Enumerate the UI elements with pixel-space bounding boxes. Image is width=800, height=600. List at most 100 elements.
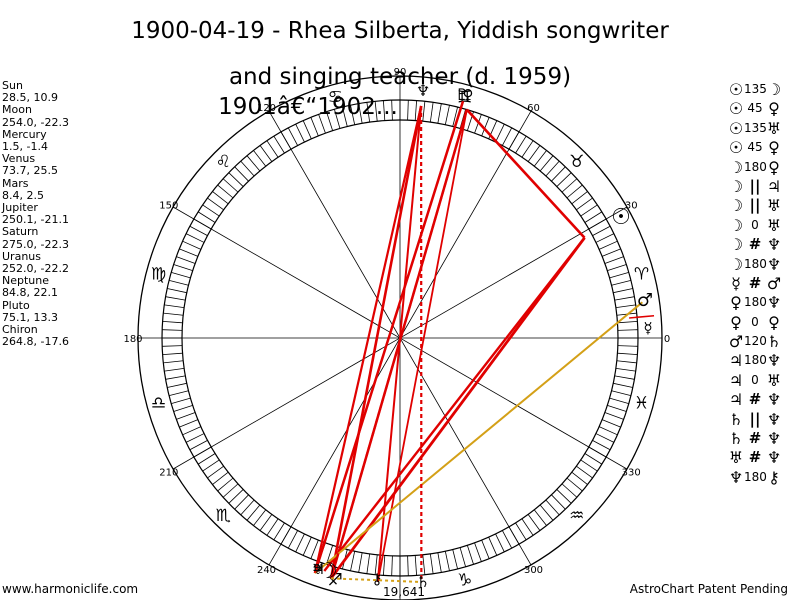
degree-tick [561,483,578,498]
aspect-type: # [748,448,762,467]
degree-tick [407,555,409,576]
planet-name: Chiron [2,323,38,337]
aspect-row: ♀ 180 ♆ [728,293,782,312]
degree-tick [481,539,490,559]
planet-coordinates: 1.5, -1.4 [2,140,48,154]
aspect-line [629,315,655,319]
zodiac-sign-icon: ♋ [328,88,343,108]
aspect-type: 180 [744,469,767,484]
degree-tick [545,499,560,516]
degree-tick [374,554,378,575]
degree-tick [595,233,615,243]
degree-tick [202,204,220,217]
aspect-planet-2-icon: ♆ [766,351,782,371]
degree-tick [515,135,527,154]
degree-tick [414,100,418,121]
degree-tick [163,312,184,316]
degree-tick [182,426,202,436]
footer-patent-note: AstroChart Patent Pending [629,582,788,596]
aspect-line [323,237,586,572]
degree-tick [437,552,442,573]
degree-tick [566,477,583,492]
aspect-planet-1-icon: ☉ [728,118,744,138]
degree-tick [273,135,285,154]
degree-tick [566,184,583,199]
planet-positions-list: Sun 28.5, 10.9 Moon 254.0, -22.3 Mercury 1.5,… [2,79,69,348]
degree-tick [162,345,183,347]
planet-coordinates: 275.0, -22.3 [2,237,69,251]
degree-tick [444,105,450,125]
degree-tick [616,360,637,364]
degree-tick [162,320,183,324]
aspect-row: ☽ 180 ♆ [728,255,782,274]
aspect-row: ☽ 0 ♅ [728,216,782,235]
degree-tick [162,352,183,356]
degree-tick [613,382,633,388]
aspect-row: ☉ 45 ♀ [728,138,782,157]
degree-tick [407,100,409,121]
degree-tick [266,518,279,536]
aspect-row: ☽ # ♆ [728,235,782,254]
zodiac-sign-icon: ♊ [457,88,472,108]
aspect-planet-2-icon: ♆ [766,254,782,274]
aspect-line [330,109,468,579]
zodiac-sign-icon: ♑ [457,570,472,590]
aspect-list: ☉ 135 ☽ ☉ 45 ♀ ☉ 135 ♅ ☉ 45 ♀ ☽ 180 ♀ ☽ || ♃ ☽ || ♅ ☽ 0 ♅ ☽ # ♆ ☽ 18… [728,80,782,487]
degree-tick [584,211,603,223]
degree-tick [382,100,386,121]
degree-tick [598,240,618,250]
degree-tick [611,280,632,286]
degree-tick [173,264,193,272]
degree-tick [615,367,636,372]
planet-coordinates: 84.8, 22.1 [2,286,58,300]
aspect-type: 45 [747,140,763,155]
aspect-row: ♄ || ♆ [728,410,782,429]
degree-tick [515,522,527,541]
pluto-icon: ♇ [455,85,469,104]
planet-coordinates: 8.4, 2.5 [2,188,44,202]
zodiac-sign-icon: ♍ [151,264,166,284]
degree-label: 330 [622,468,641,479]
degree-tick [228,172,244,187]
aspect-planet-2-icon: ♅ [766,118,782,138]
degree-tick [488,536,498,556]
degree-tick [617,320,638,324]
degree-tick [551,494,566,510]
degree-tick [617,345,638,347]
degree-tick [592,225,611,237]
degree-tick [212,471,229,485]
aspect-type: 180 [744,256,767,271]
aspect-type: 180 [744,295,767,310]
degree-tick [228,489,244,504]
uranus-icon: ♅ [312,562,325,578]
degree-tick [452,549,458,570]
degree-tick [182,240,202,250]
degree-tick [604,256,624,264]
degree-tick [580,204,598,217]
degree-tick [310,539,319,559]
degree-tick [527,514,541,531]
degree-tick [561,178,578,193]
degree-tick [168,280,189,286]
degree-tick [163,360,184,364]
planet-coordinates: 254.0, -22.3 [2,115,69,129]
degree-tick [609,272,629,279]
mercury-icon: ☿ [643,319,652,337]
degree-tick [374,101,378,122]
degree-tick [217,184,234,199]
degree-tick [217,477,234,492]
aspect-type: 120 [744,334,767,349]
degree-tick [592,439,611,451]
degree-tick [452,106,458,127]
degree-tick [253,150,267,167]
aspect-planet-1-icon: ☽ [728,215,744,235]
aspect-row: ☉ 45 ♀ [728,99,782,118]
planet-name: Jupiter [2,201,38,215]
degree-tick [614,375,635,380]
aspect-planet-1-icon: ☽ [728,157,744,177]
degree-tick [176,412,196,420]
moon-icon: ☽ [318,559,338,584]
degree-tick [185,433,205,443]
degree-tick [334,109,341,129]
degree-tick [571,191,588,205]
